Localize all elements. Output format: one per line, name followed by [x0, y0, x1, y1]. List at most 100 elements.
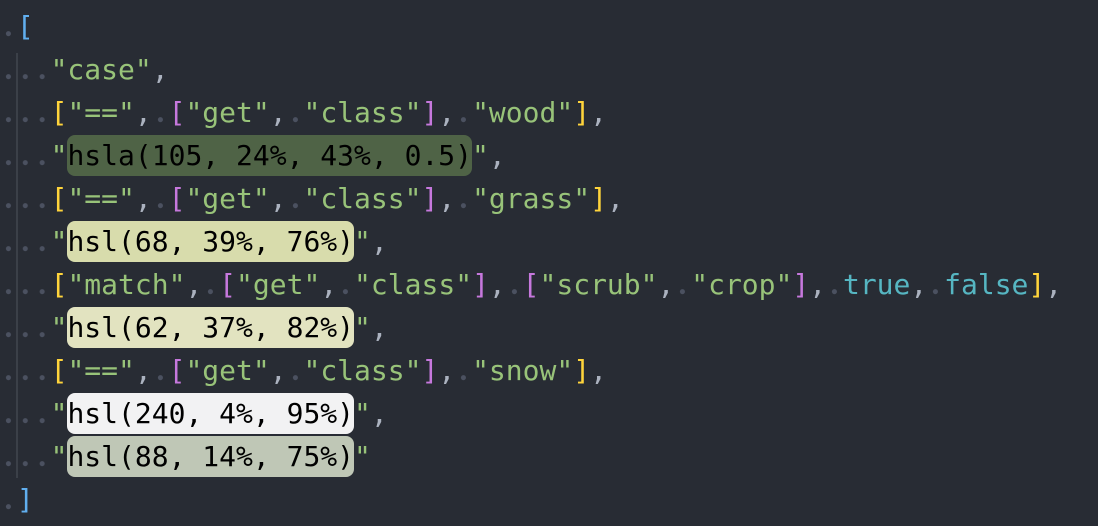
punctuation-token: , — [606, 182, 624, 215]
indent-guide — [16, 53, 18, 478]
bracket-token: [ — [219, 268, 237, 301]
code-line[interactable]: ["match", ["get", "class"], ["scrub", "c… — [0, 263, 1062, 306]
color-swatch: hsla(105, 24%, 43%, 0.5) — [67, 135, 473, 176]
bracket-token: [ — [522, 268, 540, 301]
string-token: "get" — [236, 268, 321, 301]
bracket-token: ] — [421, 354, 439, 387]
color-swatch: hsl(88, 14%, 75%) — [67, 436, 355, 477]
punctuation-token: , — [370, 311, 388, 344]
string-token: " — [50, 225, 68, 258]
code-editor[interactable]: [ "case", ["==", ["get", "class"], "wood… — [0, 5, 1062, 521]
whitespace — [826, 268, 843, 301]
string-token: " — [50, 139, 68, 172]
bracket-token: ] — [573, 96, 591, 129]
punctuation-token: , — [910, 268, 928, 301]
string-token: "match" — [67, 268, 186, 301]
punctuation-token: , — [590, 354, 607, 387]
punctuation-token: , — [320, 268, 338, 301]
code-line[interactable]: "hsl(88, 14%, 75%)" — [0, 435, 1062, 478]
color-swatch: hsl(240, 4%, 95%) — [67, 393, 355, 434]
punctuation-token: , — [134, 96, 152, 129]
whitespace — [455, 96, 473, 129]
punctuation-token: , — [657, 268, 675, 301]
bracket-token: [ — [50, 354, 68, 387]
code-line[interactable]: "hsl(68, 39%, 76%)", — [0, 220, 1062, 263]
bracket-token: ] — [16, 483, 34, 516]
string-token: " — [354, 397, 371, 430]
string-token: "grass" — [472, 182, 591, 215]
string-token: "case" — [50, 53, 152, 86]
bracket-token: [ — [168, 182, 186, 215]
whitespace — [927, 268, 945, 301]
whitespace — [455, 354, 473, 387]
code-line[interactable]: ["==", ["get", "class"], "snow"], — [0, 349, 1062, 392]
whitespace — [286, 96, 304, 129]
bracket-token: [ — [168, 96, 186, 129]
code-line[interactable]: "case", — [0, 48, 1062, 91]
punctuation-token: , — [438, 96, 456, 129]
whitespace — [202, 268, 220, 301]
string-token: "==" — [67, 96, 135, 129]
whitespace — [151, 354, 169, 387]
string-token: "class" — [303, 354, 422, 387]
whitespace — [0, 440, 51, 473]
string-token: "snow" — [472, 354, 574, 387]
bracket-token: ] — [1028, 268, 1046, 301]
whitespace — [0, 182, 51, 215]
string-token: "crop" — [691, 268, 793, 301]
string-token: "class" — [303, 96, 422, 129]
punctuation-token: , — [370, 397, 388, 430]
code-line[interactable]: [ — [0, 5, 1062, 48]
punctuation-token: , — [438, 354, 456, 387]
whitespace — [0, 268, 51, 301]
string-token: "get" — [185, 182, 270, 215]
whitespace — [0, 10, 17, 43]
bracket-token: ] — [590, 182, 607, 215]
string-token: " — [472, 139, 489, 172]
string-token: " — [354, 225, 371, 258]
string-token: "==" — [67, 182, 135, 215]
color-swatch: hsl(68, 39%, 76%) — [67, 221, 355, 262]
boolean-token: false — [944, 268, 1029, 301]
code-line[interactable]: "hsla(105, 24%, 43%, 0.5)", — [0, 134, 1062, 177]
string-token: "wood" — [472, 96, 574, 129]
punctuation-token: , — [438, 182, 456, 215]
string-token: "scrub" — [539, 268, 658, 301]
punctuation-token: , — [488, 139, 506, 172]
string-token: "class" — [303, 182, 422, 215]
bracket-token: ] — [472, 268, 489, 301]
whitespace — [0, 139, 51, 172]
whitespace — [286, 182, 304, 215]
string-token: " — [354, 311, 371, 344]
whitespace — [0, 397, 51, 430]
code-line[interactable]: "hsl(240, 4%, 95%)", — [0, 392, 1062, 435]
whitespace — [0, 483, 17, 516]
whitespace — [0, 225, 51, 258]
punctuation-token: , — [134, 354, 152, 387]
code-line[interactable]: "hsl(62, 37%, 82%)", — [0, 306, 1062, 349]
string-token: "==" — [67, 354, 135, 387]
string-token: " — [50, 440, 68, 473]
whitespace — [151, 96, 169, 129]
whitespace — [674, 268, 692, 301]
whitespace — [0, 96, 51, 129]
whitespace — [0, 354, 51, 387]
code-line[interactable]: ["==", ["get", "class"], "grass"], — [0, 177, 1062, 220]
punctuation-token: , — [269, 182, 287, 215]
color-swatch: hsl(62, 37%, 82%) — [67, 307, 355, 348]
code-line[interactable]: ] — [0, 478, 1062, 521]
punctuation-token: , — [151, 53, 169, 86]
bracket-token: [ — [168, 354, 186, 387]
whitespace — [0, 311, 51, 344]
bracket-token: [ — [50, 268, 68, 301]
punctuation-token: , — [269, 354, 287, 387]
punctuation-token: , — [590, 96, 607, 129]
code-line[interactable]: ["==", ["get", "class"], "wood"], — [0, 91, 1062, 134]
punctuation-token: , — [134, 182, 152, 215]
whitespace — [0, 53, 51, 86]
string-token: "get" — [185, 96, 270, 129]
punctuation-token: , — [370, 225, 388, 258]
punctuation-token: , — [185, 268, 203, 301]
boolean-token: true — [842, 268, 911, 301]
bracket-token: [ — [50, 182, 68, 215]
